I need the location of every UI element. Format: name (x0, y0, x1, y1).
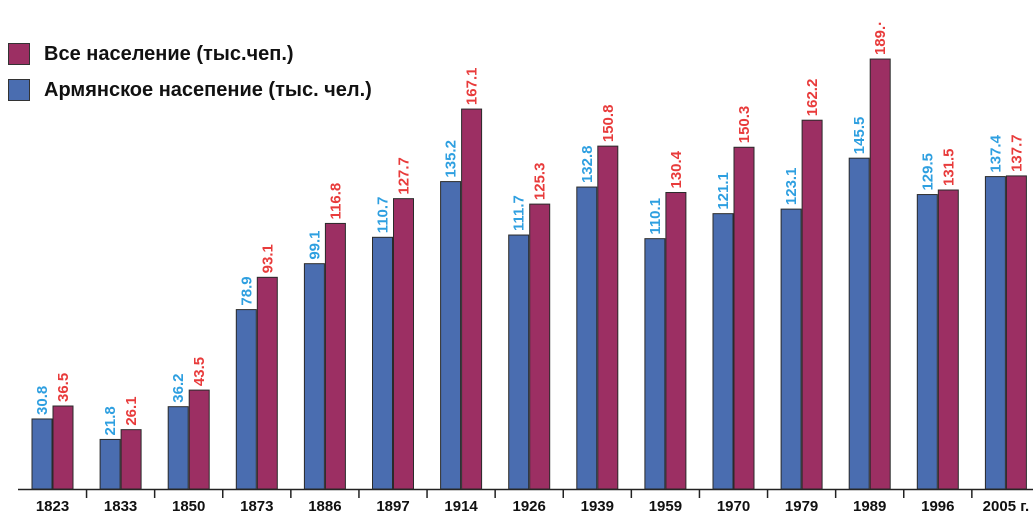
value-label-armenian-6: 135.2 (443, 140, 460, 178)
bar-armenian-5 (372, 236, 393, 490)
value-label-total-4: 116.8 (327, 183, 344, 220)
legend: Все население (тыс.чеп.) Армянское насеп… (8, 42, 372, 114)
bar-total-13 (937, 189, 959, 490)
bar-armenian-1 (99, 438, 121, 490)
bar-armenian-4 (303, 263, 325, 490)
value-label-armenian-13: 129.5 (919, 153, 936, 191)
value-label-total-6: 167.1 (464, 68, 481, 106)
value-label-total-5: 127.7 (396, 157, 413, 195)
value-label-armenian-1: 21.8 (102, 406, 119, 435)
legend-label-armenian: Армянское насепение (тыс. чел.) (44, 78, 372, 101)
bar-total-14 (1005, 175, 1027, 490)
value-label-armenian-11: 123.1 (783, 168, 800, 206)
bar-total-6 (461, 108, 483, 490)
x-tick-label-1: 1833 (104, 498, 137, 514)
bar-armenian-13 (916, 194, 938, 490)
x-tick-label-5: 1897 (376, 498, 409, 514)
bar-armenian-12 (848, 157, 870, 490)
bar-total-12 (869, 58, 891, 490)
bar-total-8 (597, 145, 619, 490)
x-tick-label-4: 1886 (308, 498, 341, 514)
value-label-armenian-2: 36.2 (170, 373, 187, 402)
x-tick-label-11: 1979 (785, 498, 818, 514)
bar-total-10 (733, 146, 755, 490)
value-label-armenian-8: 132.8 (579, 146, 596, 184)
bar-total-1 (120, 429, 142, 490)
value-label-total-9: 130.4 (668, 150, 685, 188)
value-label-total-10: 150.3 (736, 106, 753, 144)
value-label-armenian-14: 137.4 (987, 134, 1004, 172)
legend-item-total: Все население (тыс.чеп.) (8, 42, 372, 66)
value-label-armenian-4: 99.1 (306, 230, 323, 259)
value-label-armenian-5: 110.7 (375, 197, 392, 234)
value-label-total-1: 26.1 (123, 396, 140, 425)
value-label-total-7: 125.3 (532, 163, 549, 201)
value-label-armenian-9: 110.1 (647, 198, 664, 235)
legend-label-total: Все население (тыс.чеп.) (44, 42, 294, 65)
bar-total-5 (393, 198, 414, 490)
x-tick-label-2: 1850 (172, 498, 205, 514)
value-label-total-0: 36.5 (55, 373, 72, 402)
x-tick-label-10: 1970 (717, 498, 750, 514)
bar-armenian-8 (576, 186, 598, 490)
value-label-total-3: 93.1 (259, 244, 276, 273)
legend-swatch-armenian (8, 79, 30, 101)
bar-armenian-2 (167, 406, 189, 490)
bar-total-9 (665, 192, 687, 490)
bar-total-11 (801, 119, 823, 490)
x-tick-label-13: 1996 (921, 498, 954, 514)
x-tick-label-7: 1926 (513, 498, 546, 514)
value-label-armenian-0: 30.8 (34, 386, 51, 415)
bar-armenian-10 (712, 213, 734, 490)
value-label-armenian-3: 78.9 (238, 276, 255, 305)
value-label-total-13: 131.5 (940, 148, 957, 186)
value-label-armenian-12: 145.5 (851, 117, 868, 155)
legend-swatch-total (8, 43, 30, 65)
value-label-total-8: 150.8 (600, 105, 617, 143)
value-label-armenian-7: 111.7 (511, 195, 528, 231)
bar-total-7 (529, 203, 551, 490)
bar-armenian-6 (440, 181, 462, 490)
bar-armenian-0 (31, 418, 53, 490)
bar-armenian-14 (984, 176, 1006, 490)
x-tick-label-8: 1939 (581, 498, 614, 514)
value-label-total-12: 189.· (872, 21, 889, 55)
x-tick-label-9: 1959 (649, 498, 682, 514)
x-tick-label-12: 1989 (853, 498, 886, 514)
bar-armenian-11 (780, 208, 802, 490)
value-label-total-2: 43.5 (191, 357, 208, 386)
x-tick-label-6: 1914 (444, 498, 478, 514)
x-tick-label-14: 2005 г. (983, 498, 1029, 514)
value-label-armenian-10: 121.1 (715, 172, 732, 210)
x-tick-label-3: 1873 (240, 498, 273, 514)
bar-total-3 (256, 276, 278, 490)
bar-armenian-9 (644, 238, 666, 490)
value-label-total-11: 162.2 (804, 79, 821, 117)
bar-total-2 (188, 389, 210, 490)
bar-armenian-3 (235, 309, 257, 490)
bar-total-4 (324, 222, 346, 490)
value-label-total-14: 137.7 (1008, 134, 1025, 172)
bar-armenian-7 (508, 234, 530, 490)
bar-total-0 (52, 405, 74, 490)
legend-item-armenian: Армянское насепение (тыс. чел.) (8, 78, 372, 102)
x-tick-label-0: 1823 (36, 498, 69, 514)
